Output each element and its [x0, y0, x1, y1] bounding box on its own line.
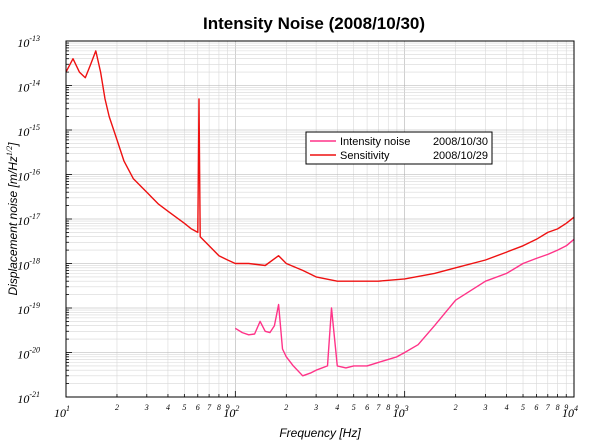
series-layer [65, 50, 575, 377]
x-minor-tick-label: 6 [534, 403, 538, 412]
y-axis-label-sup: 1/2 [5, 146, 14, 156]
y-axis-label-end: ] [6, 142, 20, 147]
y-tick-labels: 10-21 10-20 10-19 10-18 10-17 10-16 10-15 10-14… [17, 34, 41, 406]
y-axis-label: Displacement noise [m/Hz1/2] [5, 142, 20, 296]
series-intensity-noise [234, 238, 575, 377]
x-minor-tick-label: 9 [564, 403, 568, 412]
x-minor-tick-label: 2 [454, 403, 458, 412]
x-minor-tick-label: 4 [166, 403, 170, 412]
chart-title: Intensity Noise (2008/10/30) [203, 14, 425, 33]
x-minor-tick-label: 9 [226, 403, 230, 412]
y-major-tick-label: 10-19 [17, 301, 40, 317]
y-major-tick-label: 10-14 [17, 79, 40, 95]
x-minor-tick-label: 7 [546, 403, 551, 412]
x-axis-label: Frequency [Hz] [279, 426, 361, 440]
y-major-tick-label: 10-20 [17, 346, 40, 362]
y-major-tick-label: 10-18 [17, 257, 40, 273]
x-minor-tick-label: 3 [144, 403, 149, 412]
x-major-tick-label: 102 [223, 404, 239, 420]
tick-marks [65, 42, 567, 398]
x-minor-tick-label: 7 [376, 403, 381, 412]
x-minor-tick-label: 6 [365, 403, 369, 412]
x-minor-tick-label: 8 [556, 403, 560, 412]
x-minor-tick-label: 7 [207, 403, 212, 412]
x-minor-tick-label: 2 [284, 403, 288, 412]
y-major-tick-label: 10-21 [17, 390, 40, 406]
x-minor-tick-label: 3 [482, 403, 487, 412]
legend-date-sensitivity: 2008/10/29 [433, 150, 488, 162]
legend-label-intensity: Intensity noise [340, 136, 410, 148]
x-minor-tick-label: 5 [182, 403, 186, 412]
y-axis-label-main: Displacement noise [m/Hz [6, 156, 20, 295]
grid [65, 41, 574, 398]
x-minor-tick-label: 4 [335, 403, 339, 412]
x-major-tick-label: 101 [54, 404, 70, 420]
y-major-tick-label: 10-15 [17, 123, 40, 139]
x-minor-tick-label: 4 [505, 403, 509, 412]
x-minor-tick-label: 6 [196, 403, 200, 412]
x-minor-tick-label: 3 [313, 403, 318, 412]
x-minor-tick-label: 9 [395, 403, 399, 412]
x-major-tick-label: 104 [562, 404, 578, 420]
y-major-tick-label: 10-16 [17, 168, 40, 184]
legend-label-sensitivity: Sensitivity [340, 150, 390, 162]
x-minor-tick-label: 5 [352, 403, 356, 412]
x-major-tick-label: 103 [393, 404, 409, 420]
legend-box [305, 131, 493, 165]
y-major-tick-label: 10-17 [17, 212, 41, 228]
series-sensitivity [65, 50, 575, 282]
x-minor-tick-label: 8 [386, 403, 390, 412]
x-minor-tick-label: 2 [115, 403, 119, 412]
legend: Intensity noise 2008/10/30 Sensitivity 2… [305, 131, 493, 165]
x-minor-tick-label: 5 [521, 403, 525, 412]
x-minor-tick-label: 8 [217, 403, 221, 412]
y-major-tick-label: 10-13 [17, 34, 40, 50]
legend-date-intensity: 2008/10/30 [433, 136, 488, 148]
